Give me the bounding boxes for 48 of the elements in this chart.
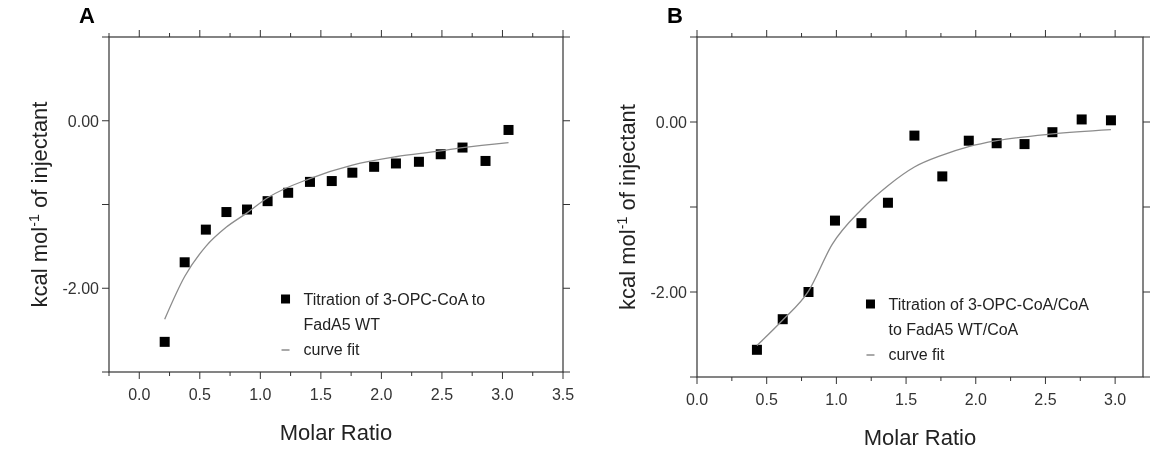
point	[221, 207, 232, 218]
x-tick-label: 3.5	[551, 386, 575, 403]
point	[882, 197, 893, 208]
point	[326, 176, 337, 187]
point	[179, 257, 190, 268]
point	[159, 336, 170, 347]
legend-label: curve fit	[303, 341, 361, 358]
chart-title: B	[667, 3, 683, 28]
point	[909, 130, 920, 141]
x-tick-label: 2.5	[430, 386, 454, 403]
point	[1019, 139, 1030, 150]
point	[503, 124, 514, 135]
point	[856, 218, 867, 229]
point	[1076, 114, 1087, 125]
point	[1105, 115, 1116, 126]
y-tick-label: -2.00	[650, 284, 688, 301]
x-tick-label: 2.5	[1034, 391, 1057, 408]
x-tick-label: 2.0	[370, 386, 393, 403]
x-tick-label: 0.5	[188, 386, 212, 403]
point	[751, 344, 762, 355]
point	[283, 187, 294, 198]
x-tick-label: 1.5	[309, 386, 333, 403]
legend-label: curve fit	[888, 346, 946, 363]
x-tick-label: 0.0	[128, 386, 151, 403]
x-tick-label: 3.0	[491, 386, 514, 403]
x-tick-label: 2.0	[964, 391, 987, 408]
x-axis-title: Molar Ratio	[279, 420, 393, 445]
x-tick-label: 1.5	[894, 391, 918, 408]
point	[390, 158, 401, 169]
point	[347, 167, 358, 178]
line-series	[164, 141, 510, 320]
x-tick-label: 0.5	[755, 391, 778, 408]
x-tick-label: 0.0	[685, 391, 709, 408]
point	[963, 135, 974, 146]
x-tick-label: 3.0	[1104, 391, 1127, 408]
y-tick-label: -2.00	[62, 280, 100, 298]
point	[369, 161, 380, 172]
point	[937, 171, 948, 182]
point	[829, 215, 840, 226]
point	[200, 224, 211, 235]
y-tick-label: 0.00	[655, 114, 688, 131]
point	[413, 156, 424, 167]
x-tick-label: 1.0	[825, 391, 848, 408]
chart-title: A	[79, 3, 95, 28]
x-tick-label: 1.0	[249, 386, 272, 403]
y-tick-label: 0.00	[67, 112, 100, 130]
point	[480, 155, 491, 166]
x-axis-title: Molar Ratio	[863, 425, 977, 450]
